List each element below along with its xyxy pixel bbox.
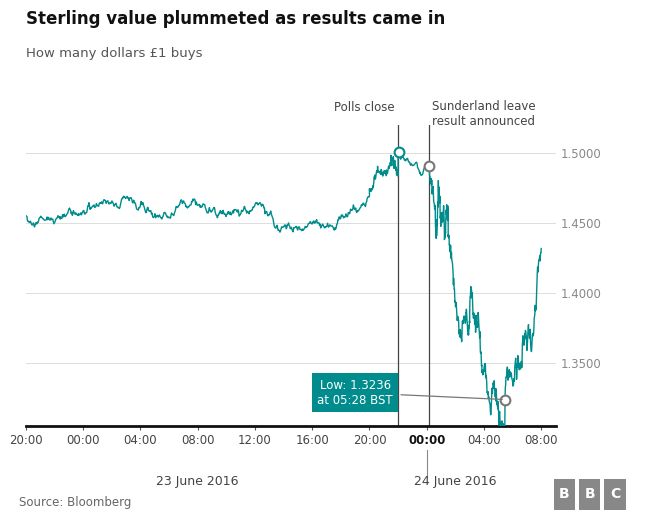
- Text: How many dollars £1 buys: How many dollars £1 buys: [26, 47, 202, 60]
- Text: 24 June 2016: 24 June 2016: [414, 475, 497, 488]
- Text: Polls close: Polls close: [334, 101, 395, 114]
- FancyBboxPatch shape: [579, 479, 601, 510]
- Text: 23 June 2016: 23 June 2016: [156, 475, 239, 488]
- FancyBboxPatch shape: [604, 479, 626, 510]
- Text: Sunderland leave
result announced: Sunderland leave result announced: [432, 100, 536, 128]
- Text: Sterling value plummeted as results came in: Sterling value plummeted as results came…: [26, 10, 445, 29]
- Text: Low: 1.3236
at 05:28 BST: Low: 1.3236 at 05:28 BST: [317, 379, 502, 407]
- FancyBboxPatch shape: [554, 479, 575, 510]
- Text: B: B: [559, 487, 570, 501]
- Text: Source: Bloomberg: Source: Bloomberg: [19, 496, 132, 509]
- Text: C: C: [610, 487, 620, 501]
- Text: B: B: [585, 487, 595, 501]
